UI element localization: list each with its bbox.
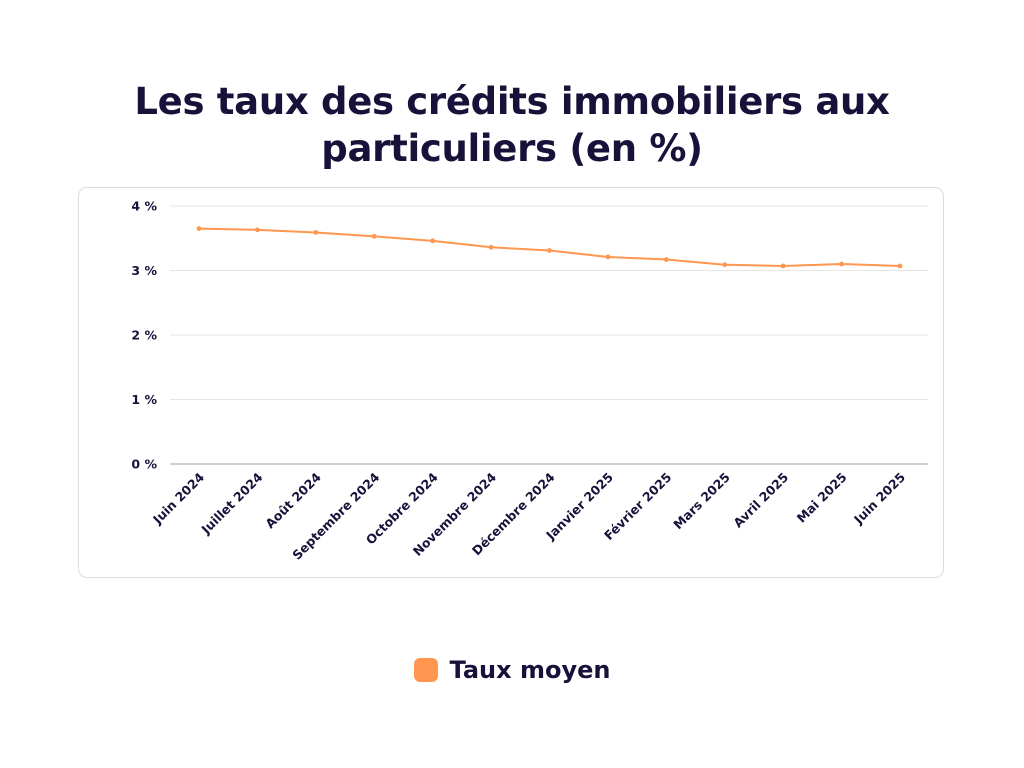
data-point [313,230,319,235]
x-tick-label: Mai 2025 [794,470,850,526]
y-tick-label: 0 % [131,457,157,472]
series-layer [196,226,903,269]
data-point [780,263,786,269]
data-point [547,248,552,253]
y-tick-label: 3 % [131,263,157,278]
chart-frame [78,187,944,578]
x-tick-label: Avril 2025 [730,470,791,531]
legend-swatch [413,658,438,682]
data-point [663,257,669,262]
data-point [255,227,260,233]
y-tick-label: 4 % [131,199,157,214]
chart-title: Les taux des crédits immobiliers aux par… [134,80,890,170]
x-tick-label: Mars 2025 [670,470,733,533]
data-point [371,233,377,239]
series-line [198,227,901,267]
data-point [605,254,611,260]
y-tick-label: 2 % [131,328,157,343]
data-point [430,238,436,244]
data-point [722,262,728,268]
data-point [488,244,494,250]
x-tick-label: Août 2024 [262,469,324,531]
x-tick-label: Juillet 2024 [198,469,266,537]
legend: Taux moyen [0,656,1024,684]
data-point [839,261,844,267]
x-tick-label: Juin 2024 [149,469,207,527]
legend-label: Taux moyen [449,656,611,684]
y-axis-ticks: 0 % 1 % 2 % 3 % 4 % [131,199,157,472]
data-point [196,226,202,231]
x-tick-label: Juin 2025 [850,470,908,528]
y-tick-label: 1 % [131,392,157,407]
data-point [897,263,903,269]
gridlines [170,205,928,400]
